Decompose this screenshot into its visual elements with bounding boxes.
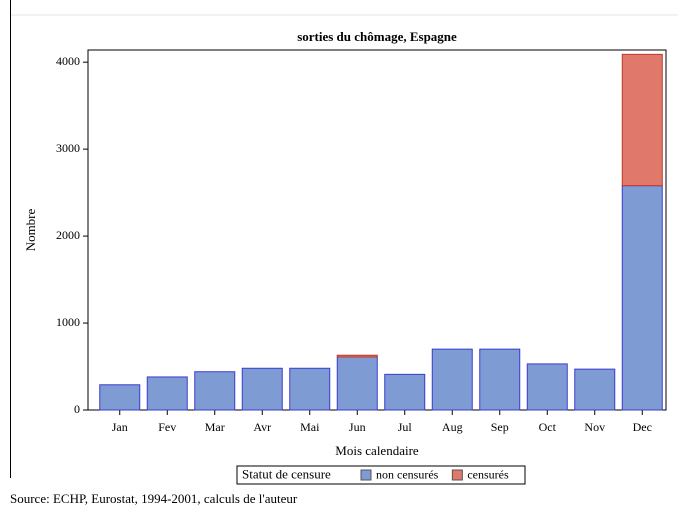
legend-label: censurés [467,467,509,481]
bar-segment [526,363,568,411]
bar-segment [574,368,616,411]
x-tick-label: Oct [539,420,557,434]
bar-segment [99,384,141,411]
x-tick-label: Jun [349,420,366,434]
chart-title: sorties du chômage, Espagne [297,29,457,44]
bar-segment [431,348,473,411]
source-note: Source: ECHP, Eurostat, 1994-2001, calcu… [10,491,298,506]
x-tick-label: Aug [442,420,463,434]
bar-segment [621,53,663,187]
x-tick-label: Jan [112,420,128,434]
legend-swatch [360,469,372,481]
bar-segment [621,185,663,411]
legend-title: Statut de censure [242,466,331,481]
x-tick-label: Nov [584,420,605,434]
y-tick-label: 3000 [56,141,80,155]
bar-segment [289,367,331,411]
bar-segment [384,373,426,411]
x-tick-label: Dec [633,420,652,434]
bar-segment [146,376,188,411]
y-tick-label: 1000 [56,315,80,329]
x-tick-label: Jul [398,420,413,434]
bar-segment [336,356,378,411]
y-tick-label: 4000 [56,54,80,68]
x-tick-label: Avr [253,420,271,434]
legend-swatch [451,469,463,481]
x-tick-label: Fev [158,420,176,434]
bar-segment [194,371,236,411]
y-tick-label: 2000 [56,228,80,242]
x-tick-label: Sep [491,420,509,434]
bar-segment [241,367,283,411]
legend-label: non censurés [376,467,439,481]
bar-segment [479,348,521,411]
x-tick-label: Mai [300,420,320,434]
y-axis-label: Nombre [23,208,38,251]
x-tick-label: Mar [205,420,225,434]
bar-segment [336,354,378,358]
y-tick-label: 0 [74,402,80,416]
x-axis-label: Mois calendaire [335,443,419,458]
